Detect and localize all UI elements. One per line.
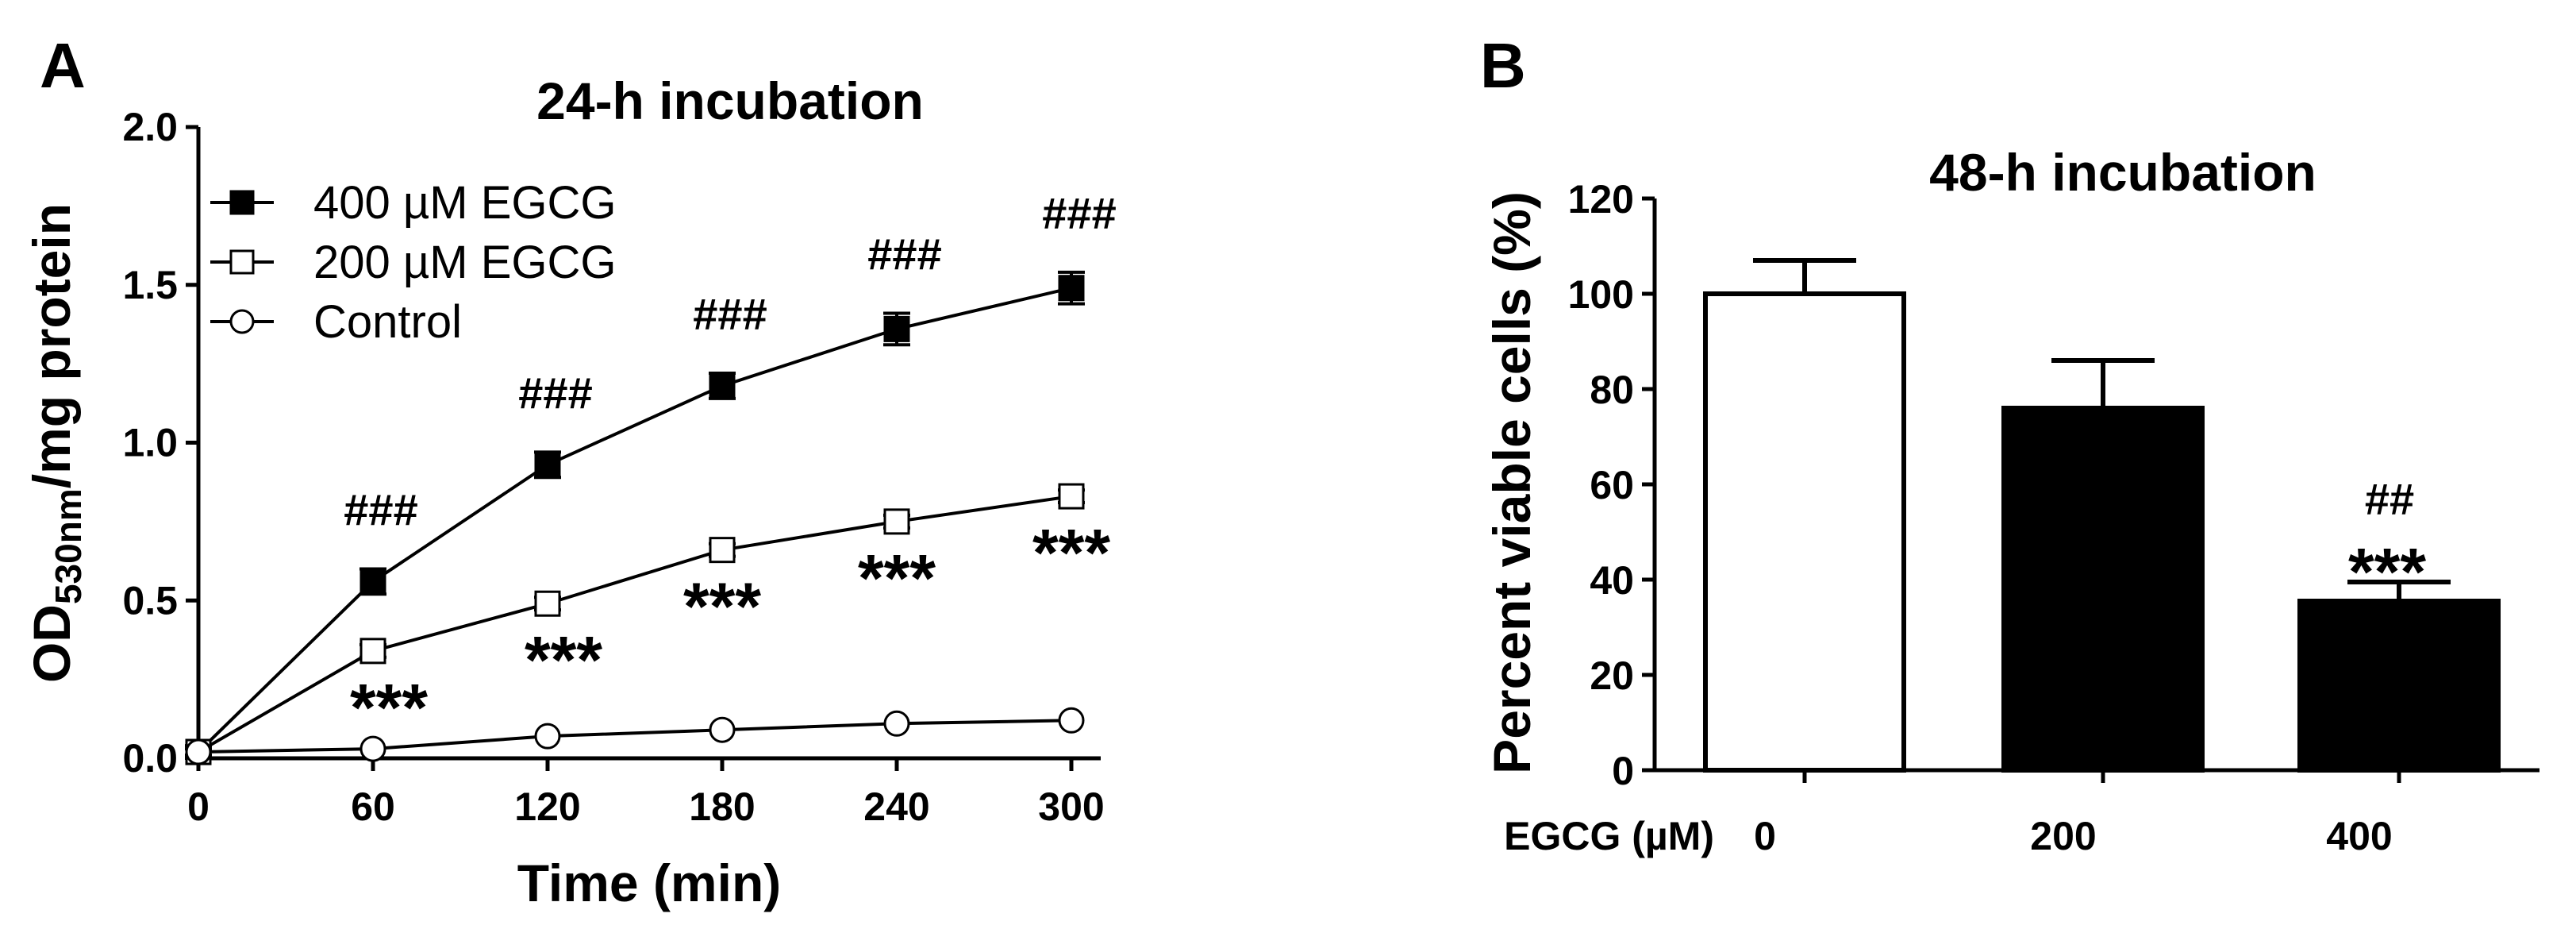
- data-point: [534, 451, 561, 478]
- y-tick-label: 1.5: [122, 263, 178, 307]
- data-point: [883, 710, 910, 737]
- chart-b-bars: 0 200 400: [1703, 258, 2501, 858]
- bar: [1703, 291, 1906, 773]
- star-annotation: ***: [525, 623, 602, 697]
- data-point: [534, 723, 561, 750]
- bar-group: 0: [1703, 258, 1906, 858]
- legend-label: 400 µM EGCG: [313, 177, 617, 229]
- data-point: [709, 716, 736, 743]
- chart-b-x-prefix: EGCG (µM): [1504, 814, 1714, 858]
- data-point: [185, 738, 212, 765]
- x-tick-label: 300: [1038, 784, 1104, 829]
- data-point: [883, 315, 910, 342]
- hash-annotation: ###: [693, 289, 767, 339]
- data-point: [709, 372, 736, 399]
- data-point: [883, 508, 910, 535]
- chart-a-x-ticks: 0 60 120 180 240 300: [187, 758, 1105, 829]
- hash-annotation: ###: [344, 485, 417, 535]
- x-tick-label: 60: [351, 784, 395, 829]
- data-point: [359, 568, 386, 595]
- legend-label: 200 µM EGCG: [313, 237, 617, 288]
- star-annotation: ***: [858, 541, 936, 615]
- chart-a-series: [185, 270, 1085, 765]
- legend-label: Control: [313, 296, 462, 348]
- panel-b: B 48-h incubation 0 20 40 60 80 100 120 0 200 40…: [1480, 30, 2539, 858]
- chart-b-title: 48-h incubation: [1929, 143, 2316, 202]
- series-line: [197, 495, 1072, 754]
- legend-marker: [229, 309, 255, 334]
- series-line: [198, 719, 1072, 754]
- legend-marker: [229, 249, 255, 275]
- panel-b-letter: B: [1480, 30, 1526, 101]
- hash-annotation: ###: [1042, 188, 1116, 238]
- chart-a-legend: 400 µM EGCG 200 µM EGCG Control: [210, 177, 617, 348]
- y-tick-label: 0.5: [122, 578, 178, 623]
- data-point: [1058, 707, 1085, 734]
- x-tick-label: 180: [689, 784, 755, 829]
- legend-item: 400 µM EGCG: [210, 177, 617, 229]
- data-point: [359, 638, 386, 665]
- chart-a-y-ticks: 0.0 0.5 1.0 1.5 2.0: [122, 105, 198, 781]
- y-tick-label: 0: [1612, 749, 1634, 793]
- y-tick-label: 60: [1590, 463, 1634, 507]
- chart-b-y-axis-title: Percent viable cells (%): [1482, 191, 1541, 774]
- data-point: [1058, 275, 1085, 302]
- chart-a-x-axis-title: Time (min): [517, 854, 781, 912]
- x-tick-label: 200: [2030, 814, 2096, 858]
- hash-annotation: ##: [2365, 474, 2414, 524]
- star-annotation: ***: [683, 569, 761, 644]
- hash-annotation: ###: [867, 229, 941, 279]
- x-tick-label: 0: [1754, 814, 1776, 858]
- x-tick-label: 0: [187, 784, 210, 829]
- bar: [2001, 406, 2205, 773]
- bar-group: 400: [2297, 580, 2501, 858]
- x-tick-label: 120: [514, 784, 580, 829]
- star-annotation: ***: [2348, 534, 2426, 609]
- y-tick-label: 80: [1590, 368, 1634, 412]
- bar-group: 200: [2001, 358, 2205, 858]
- star-annotation: ***: [1032, 515, 1110, 590]
- y-tick-label: 120: [1568, 177, 1634, 222]
- chart-b-y-ticks: 0 20 40 60 80 100 120: [1568, 177, 1655, 793]
- hash-annotation: ###: [518, 368, 592, 418]
- star-annotation: ***: [350, 670, 428, 745]
- bar: [2297, 599, 2501, 773]
- data-point: [1058, 483, 1085, 510]
- series-2: [185, 707, 1085, 765]
- data-point: [534, 590, 561, 617]
- y-tick-label: 20: [1590, 653, 1634, 698]
- panel-a: A 24-h incubation 0.0 0.5 1.0 1.5 2.0 0 60 120…: [22, 30, 1117, 912]
- legend-item: Control: [210, 296, 462, 348]
- legend-marker: [229, 190, 255, 215]
- y-tick-label: 40: [1590, 558, 1634, 603]
- y-tick-label: 0.0: [122, 736, 178, 781]
- legend-item: 200 µM EGCG: [210, 237, 617, 288]
- data-point: [359, 735, 386, 762]
- chart-a-title: 24-h incubation: [536, 71, 924, 130]
- x-tick-label: 240: [863, 784, 929, 829]
- y-tick-label: 1.0: [122, 421, 178, 465]
- ylabel-main: OD: [22, 604, 81, 683]
- ylabel-rest: /mg protein: [22, 203, 81, 488]
- series-line: [197, 286, 1072, 754]
- chart-a-y-axis-title: OD530nm/mg protein: [22, 203, 89, 683]
- chart-b-annotations: ## ***: [2348, 474, 2426, 609]
- x-tick-label: 400: [2326, 814, 2392, 858]
- y-tick-label: 2.0: [122, 105, 178, 149]
- ylabel-subscript: 530nm: [48, 488, 89, 604]
- chart-a-annotations: ### ### ### ### ### *** *** *** *** ***: [344, 188, 1116, 745]
- data-point: [709, 537, 736, 564]
- y-tick-label: 100: [1568, 272, 1634, 317]
- panel-a-letter: A: [40, 30, 86, 101]
